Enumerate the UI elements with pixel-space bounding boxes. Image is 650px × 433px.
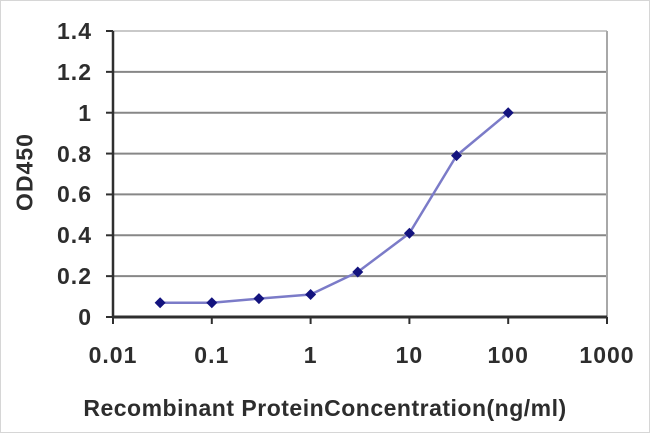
- y-tick-label: 1.2: [57, 58, 92, 85]
- data-point-marker: [352, 266, 364, 278]
- x-tick-label: 100: [487, 342, 529, 368]
- y-tick-label: 1: [78, 99, 92, 126]
- y-tick-label: 0.4: [57, 222, 92, 249]
- y-tick-label: 0.8: [57, 140, 92, 167]
- data-point-marker: [403, 227, 415, 239]
- y-tick-label: 0: [78, 304, 92, 330]
- data-point-marker: [253, 293, 265, 305]
- data-point-marker: [206, 297, 218, 309]
- data-point-marker: [154, 297, 166, 309]
- y-tick-label: 0.2: [57, 263, 92, 290]
- x-tick-label: 1: [303, 342, 318, 368]
- x-axis-title: Recombinant ProteinConcentration(ng/ml): [83, 395, 567, 421]
- x-tick-label: 10: [395, 342, 424, 368]
- x-tick-label: 1000: [579, 342, 635, 368]
- x-tick-label: 0.01: [88, 342, 138, 368]
- data-point-marker: [451, 150, 463, 162]
- data-point-marker: [502, 107, 514, 119]
- y-tick-label: 0.6: [57, 181, 92, 208]
- y-tick-label: 1.4: [57, 18, 92, 44]
- data-point-marker: [305, 289, 317, 301]
- x-tick-label: 0.1: [194, 342, 230, 368]
- series-line: [158, 111, 510, 304]
